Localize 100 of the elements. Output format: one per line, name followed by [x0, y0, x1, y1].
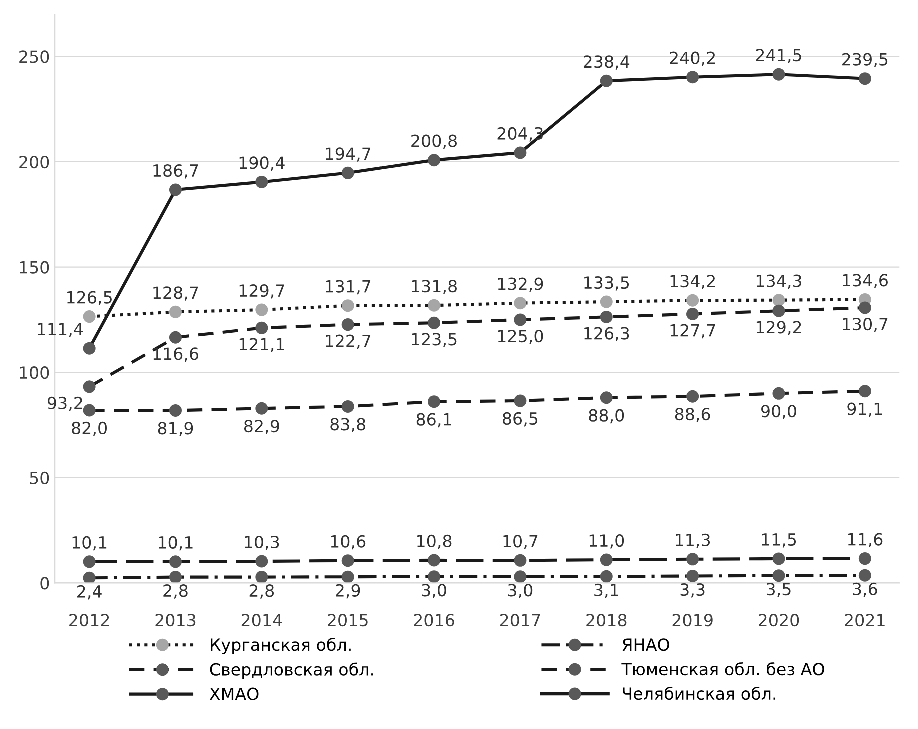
data-label: 134,3 [756, 274, 802, 290]
data-label: 86,5 [503, 412, 538, 427]
x-tick-label: 2021 [845, 614, 885, 627]
x-tick-label: 2013 [156, 614, 196, 627]
data-label: 238,4 [584, 56, 630, 70]
point [686, 390, 700, 403]
point [256, 304, 268, 316]
x-tick-label: 2018 [586, 614, 627, 627]
point [858, 552, 872, 566]
data-label: 86,1 [416, 413, 452, 428]
point [169, 331, 182, 344]
legend-label: Тюменская обл. без АО [622, 662, 824, 676]
point [83, 310, 96, 324]
data-label: 11,0 [590, 534, 624, 549]
point [169, 571, 182, 584]
point [342, 318, 354, 332]
data-label: 10,3 [245, 536, 280, 550]
point [83, 556, 96, 568]
x-tick-label: 2012 [70, 614, 110, 627]
y-tick-label: 200 [20, 156, 50, 169]
data-label: 88,6 [675, 408, 710, 422]
point [858, 569, 872, 582]
data-label: 127,7 [670, 324, 716, 339]
point [600, 392, 613, 404]
data-label: 2,9 [336, 584, 360, 599]
point [686, 294, 700, 307]
x-tick-label: 2019 [672, 614, 713, 627]
data-label: 90,0 [761, 405, 796, 420]
data-label: 186,7 [154, 164, 198, 179]
data-label: 129,7 [240, 284, 284, 299]
legend-label: Челябинская обл. [623, 686, 776, 700]
data-label: 134,6 [843, 274, 888, 288]
point [686, 570, 700, 582]
point [428, 396, 441, 408]
y-tick-label: 50 [30, 472, 50, 484]
point [428, 316, 441, 330]
data-label: 3,5 [767, 583, 791, 598]
data-label: 81,9 [158, 422, 194, 436]
y-tick-label: 100 [20, 366, 50, 380]
point [169, 306, 182, 318]
point [342, 400, 354, 413]
x-tick-label: 2016 [414, 614, 454, 627]
data-label: 11,6 [848, 533, 883, 548]
data-label: 121,1 [240, 338, 284, 352]
point [169, 404, 182, 417]
data-label: 10,6 [331, 535, 366, 550]
point [600, 296, 613, 308]
data-label: 10,1 [159, 536, 193, 551]
data-label: 200,8 [412, 134, 457, 150]
data-label: 3,0 [508, 584, 533, 598]
data-label: 3,6 [853, 582, 878, 598]
data-label: 82,0 [72, 422, 107, 436]
point [256, 176, 268, 188]
point [256, 571, 268, 584]
data-label: 133,5 [584, 276, 630, 291]
legend-label: Свердловская обл. [210, 662, 374, 680]
legend-label: ЯНАО [622, 638, 670, 652]
data-label: 10,1 [72, 536, 107, 551]
point [858, 385, 872, 398]
data-label: 239,5 [842, 53, 888, 68]
legend-label: Курганская обл. [210, 638, 351, 654]
x-tick-label: 2017 [500, 614, 540, 627]
point [772, 387, 786, 400]
point [600, 554, 613, 566]
legend-label: ХМАО [210, 688, 259, 700]
data-label: 10,8 [418, 534, 452, 550]
point [858, 72, 872, 86]
point [514, 146, 527, 160]
data-label: 83,8 [330, 418, 366, 432]
point [256, 322, 268, 334]
point [428, 554, 441, 567]
data-label: 129,2 [756, 321, 802, 336]
data-label: 88,0 [589, 409, 624, 424]
point [772, 68, 786, 81]
data-label: 3,3 [680, 583, 705, 598]
data-label: 93,2 [48, 396, 82, 412]
point [514, 554, 527, 567]
data-label: 125,0 [498, 330, 544, 344]
data-label: 126,3 [584, 327, 630, 342]
data-label: 241,5 [756, 49, 802, 64]
data-label: 2,4 [78, 585, 102, 600]
data-label: 131,7 [326, 280, 371, 295]
data-label: 240,2 [670, 52, 715, 66]
point [428, 570, 441, 584]
point [169, 184, 182, 196]
data-label: 82,9 [244, 420, 280, 434]
data-label: 116,6 [154, 348, 199, 362]
data-label: 132,9 [498, 278, 544, 292]
data-label: 131,8 [412, 280, 457, 294]
point [83, 342, 96, 355]
point [342, 300, 354, 312]
data-label: 123,5 [412, 333, 457, 348]
data-label: 3,1 [594, 584, 618, 598]
point [686, 553, 700, 566]
data-label: 204,3 [498, 127, 543, 142]
data-label: 2,8 [164, 584, 188, 599]
point [256, 402, 268, 415]
data-label: 111,4 [38, 323, 84, 338]
point [514, 570, 527, 584]
x-tick-label: 2015 [328, 614, 368, 627]
